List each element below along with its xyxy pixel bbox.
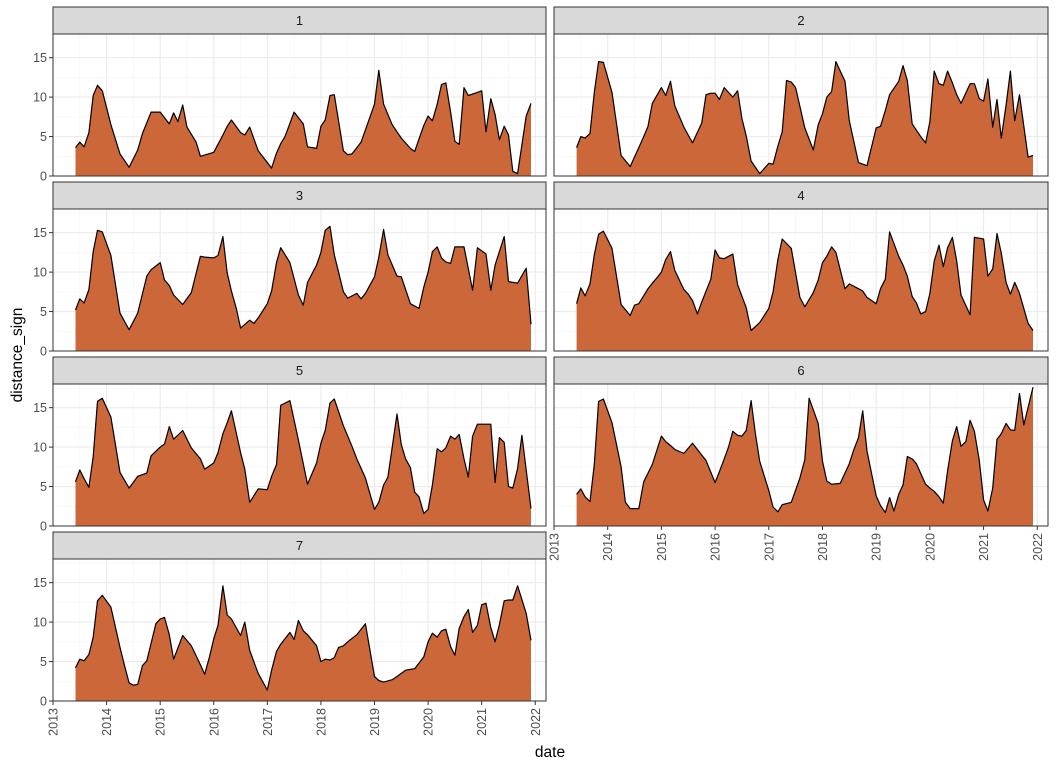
x-tick-label: 2022 bbox=[529, 708, 543, 736]
y-tick-label: 15 bbox=[33, 576, 47, 590]
x-tick-label: 2015 bbox=[655, 533, 669, 561]
y-tick-label: 0 bbox=[40, 170, 47, 184]
x-tick-label: 2018 bbox=[314, 708, 328, 736]
area-series bbox=[75, 226, 531, 351]
line-series bbox=[74, 585, 532, 691]
panel-border bbox=[553, 208, 1049, 352]
x-tick-label: 2013 bbox=[47, 708, 61, 736]
line-series bbox=[74, 225, 532, 331]
x-tick-label: 2018 bbox=[816, 533, 830, 561]
y-tick-label: 10 bbox=[33, 616, 47, 630]
panel-border bbox=[553, 33, 1049, 177]
area-series bbox=[576, 231, 1033, 351]
x-tick-label: 2017 bbox=[762, 533, 776, 561]
facet-strip bbox=[553, 181, 1049, 210]
line-series bbox=[75, 69, 532, 175]
x-tick-label: 2014 bbox=[601, 533, 615, 561]
y-tick-label: 5 bbox=[40, 655, 47, 669]
facet-panel-2: 2 bbox=[553, 6, 1049, 177]
y-tick-label: 15 bbox=[33, 51, 47, 65]
area-series bbox=[576, 387, 1033, 526]
y-tick-label: 10 bbox=[33, 441, 47, 455]
x-tick-label: 2021 bbox=[977, 533, 991, 561]
facet-strip-label: 7 bbox=[296, 538, 303, 553]
x-tick-label: 2016 bbox=[207, 708, 221, 736]
y-tick-label: 5 bbox=[40, 130, 47, 144]
facet-panel-4: 4 bbox=[553, 181, 1049, 352]
x-tick-label: 2015 bbox=[154, 708, 168, 736]
line-series bbox=[576, 61, 1034, 175]
area-series bbox=[576, 61, 1033, 176]
y-tick-label: 10 bbox=[33, 91, 47, 105]
facet-panel-6: 6 2013 2014 2015 2016 2017 2018 2019 2020 2021 202… bbox=[548, 356, 1049, 561]
panel-border bbox=[52, 33, 547, 177]
panel-border bbox=[553, 383, 1049, 527]
y-tick-label: 0 bbox=[40, 345, 47, 359]
x-axis-title: date bbox=[535, 744, 565, 761]
x-tick-label: 2020 bbox=[422, 708, 436, 736]
facet-panel-7: 7 0 5 10 15 2013 2014 2015 2016 2017 2018 2019 2020 2… bbox=[33, 531, 547, 736]
panel-border bbox=[52, 383, 547, 527]
area-series bbox=[75, 70, 531, 176]
x-tick-label: 2016 bbox=[709, 533, 723, 561]
y-tick-label: 0 bbox=[40, 695, 47, 709]
x-tick-label: 2017 bbox=[261, 708, 275, 736]
facet-strip-label: 3 bbox=[296, 188, 303, 203]
y-axis-title: distance_sign bbox=[9, 308, 26, 403]
x-tick-label: 2013 bbox=[548, 533, 562, 561]
x-tick-label: 2019 bbox=[368, 708, 382, 736]
x-tick-label: 2019 bbox=[870, 533, 884, 561]
area-series bbox=[75, 585, 531, 701]
x-tick-label: 2014 bbox=[100, 708, 114, 736]
line-series bbox=[576, 387, 1034, 514]
line-series bbox=[74, 397, 532, 514]
area-series bbox=[75, 398, 531, 526]
facet-strip-label: 5 bbox=[296, 363, 303, 378]
panel-border bbox=[52, 558, 547, 702]
facet-strip-label: 4 bbox=[797, 188, 804, 203]
line-series bbox=[576, 230, 1034, 332]
y-tick-label: 15 bbox=[33, 401, 47, 415]
facet-strip bbox=[553, 6, 1049, 35]
x-tick-label: 2022 bbox=[1031, 533, 1045, 561]
y-tick-label: 10 bbox=[33, 266, 47, 280]
facet-strip-label: 1 bbox=[296, 13, 303, 28]
y-tick-label: 15 bbox=[33, 226, 47, 240]
facet-panel-3: 3 0 5 10 15 bbox=[33, 181, 547, 359]
y-tick-label: 5 bbox=[40, 480, 47, 494]
facet-panel-5: 5 0 5 10 15 bbox=[33, 356, 547, 534]
facet-strip-label: 2 bbox=[797, 13, 804, 28]
facet-strip bbox=[52, 181, 547, 210]
y-tick-label: 0 bbox=[40, 520, 47, 534]
facet-strip-label: 6 bbox=[797, 363, 804, 378]
y-tick-label: 5 bbox=[40, 305, 47, 319]
x-tick-label: 2021 bbox=[475, 708, 489, 736]
facet-strip bbox=[52, 6, 547, 35]
panel-border bbox=[52, 208, 547, 352]
x-tick-label: 2020 bbox=[923, 533, 937, 561]
